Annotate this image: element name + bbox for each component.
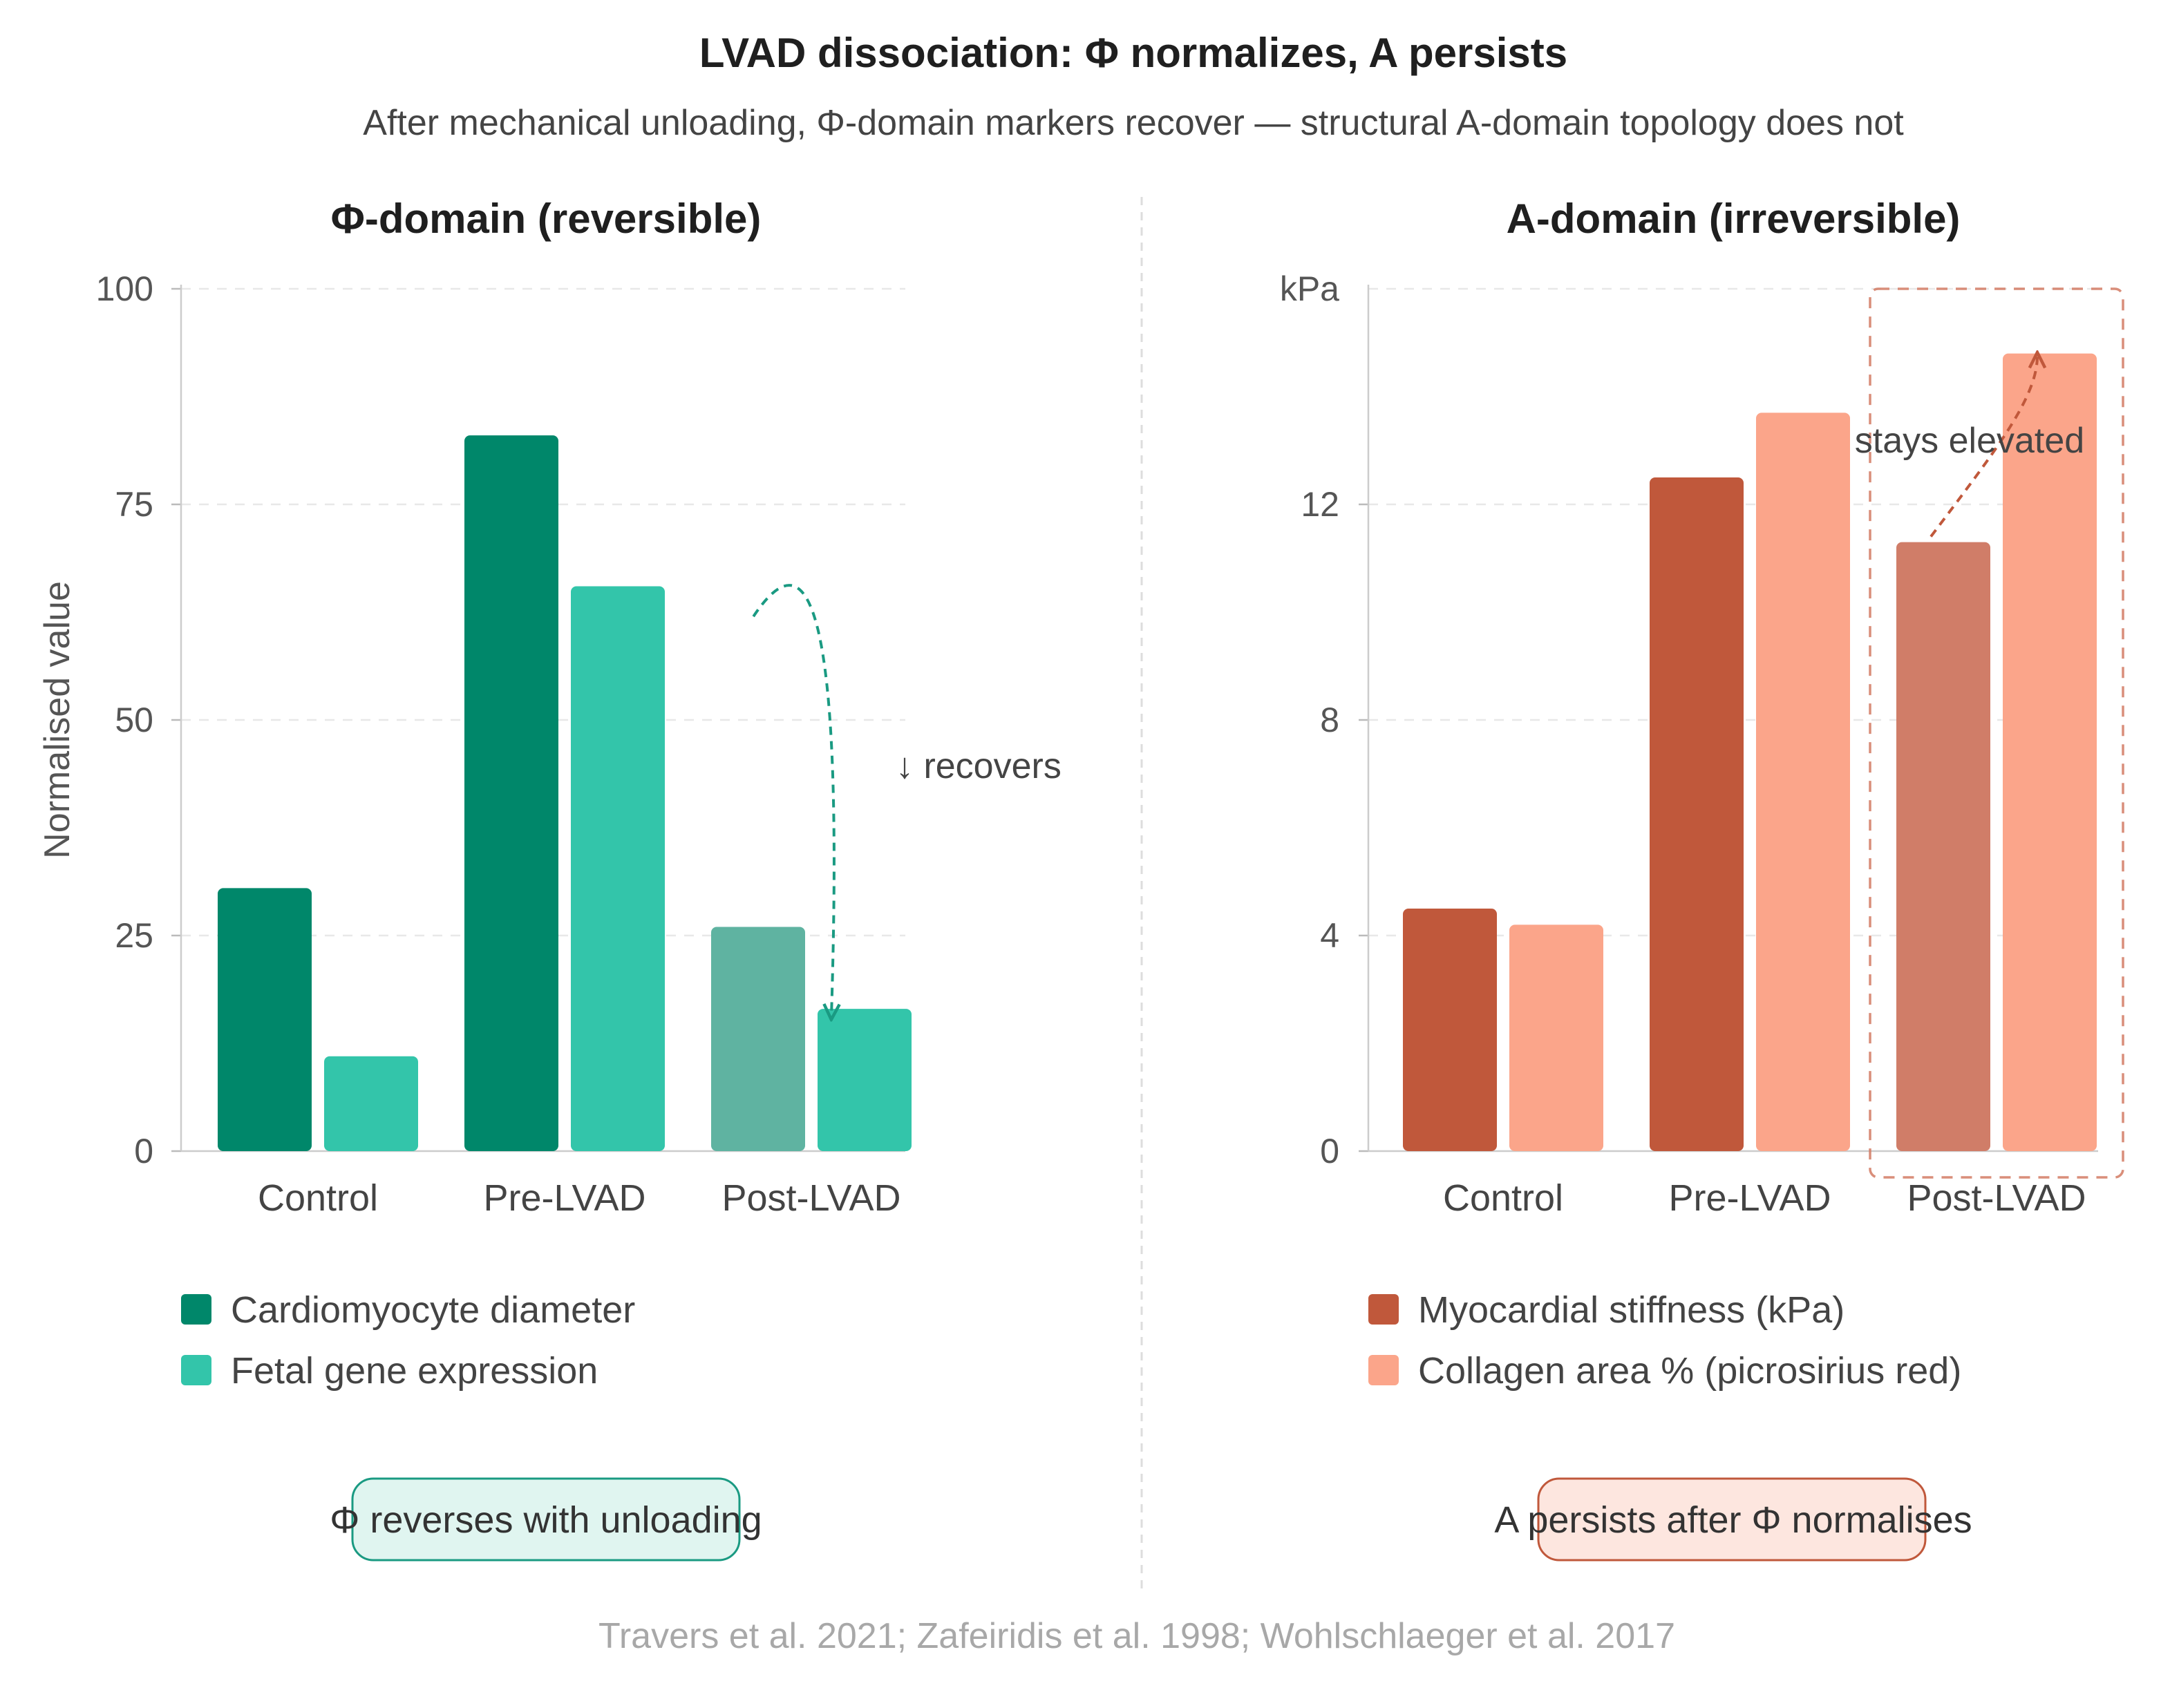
bar-cardiomyocyte-diameter-control — [218, 888, 312, 1151]
bar-fetal-gene-expression-control — [324, 1056, 418, 1151]
recovers-arrow — [752, 584, 834, 1016]
bar-myocardial-stiffness-kpa-control — [1403, 909, 1497, 1151]
legend-swatch-collagen-area-picrosirius-red — [1368, 1355, 1399, 1385]
phi-domain-panel: Φ-domain (reversible) 0 25 50 75 100 Normalise… — [37, 196, 1062, 1562]
stays-elevated-arrow — [1930, 357, 2037, 538]
source-citation: Travers et al. 2021; Zafeiridis et al. 1… — [598, 1616, 1675, 1656]
bar-cardiomyocyte-diameter-post-lvad — [711, 927, 805, 1151]
y-axis-label: Normalised value — [37, 581, 77, 859]
bar-collagen-area-picrosirius-red-control — [1509, 924, 1603, 1151]
callout-text: Φ reverses with unloading — [330, 1499, 762, 1541]
x-tick-label: Pre-LVAD — [483, 1177, 645, 1219]
callout-box — [351, 1477, 741, 1562]
y-tick-label: 100 — [96, 269, 153, 308]
y-tick-label: 12 — [1301, 485, 1339, 524]
bar-collagen-area-picrosirius-red-post-lvad — [2003, 353, 2097, 1152]
y-tick-label: 4 — [1320, 916, 1339, 955]
bar-myocardial-stiffness-kpa-pre-lvad — [1650, 477, 1744, 1151]
legend-swatch-fetal-gene-expression — [181, 1355, 211, 1385]
a-domain-panel: A-domain (irreversible) 0 4 8 12 kPa Control Pr… — [1280, 196, 2124, 1562]
bar-fetal-gene-expression-pre-lvad — [571, 586, 665, 1151]
y-unit-label: kPa — [1280, 269, 1339, 308]
legend-swatch-myocardial-stiffness-kpa — [1368, 1294, 1399, 1325]
legend-label-collagen-area-picrosirius-red: Collagen area % (picrosirius red) — [1418, 1350, 1961, 1392]
y-tick-label: 75 — [115, 485, 153, 524]
x-tick-label: Pre-LVAD — [1668, 1177, 1831, 1219]
legend-swatch-cardiomyocyte-diameter — [181, 1294, 211, 1325]
y-tick-label: 8 — [1320, 701, 1339, 739]
panel-title: A-domain (irreversible) — [1507, 196, 1961, 242]
y-tick-label: 0 — [134, 1132, 153, 1170]
callout-text: A persists after Φ normalises — [1494, 1499, 1972, 1541]
bar-collagen-area-picrosirius-red-pre-lvad — [1756, 412, 1850, 1151]
y-tick-label: 25 — [115, 916, 153, 955]
bar-cardiomyocyte-diameter-pre-lvad — [464, 435, 558, 1152]
bar-fetal-gene-expression-post-lvad — [818, 1009, 912, 1151]
callout-box — [1537, 1477, 1927, 1562]
x-tick-label: Control — [258, 1177, 378, 1219]
y-tick-label: 50 — [115, 701, 153, 739]
legend-label-fetal-gene-expression: Fetal gene expression — [231, 1350, 598, 1392]
x-tick-label: Control — [1443, 1177, 1563, 1219]
panel-title: Φ-domain (reversible) — [331, 196, 762, 242]
legend-label-myocardial-stiffness-kpa: Myocardial stiffness (kPa) — [1418, 1289, 1844, 1331]
x-tick-label: Post-LVAD — [721, 1177, 900, 1219]
figure-subtitle: After mechanical unloading, Φ-domain mar… — [363, 103, 1904, 143]
post-lvad-highlight-box — [1869, 287, 2124, 1179]
annotation-text: stays elevated — [1855, 421, 2084, 461]
y-tick-label: 0 — [1320, 1132, 1339, 1170]
bar-myocardial-stiffness-kpa-post-lvad — [1896, 542, 1990, 1151]
annotation-text: ↓ recovers — [896, 746, 1062, 786]
legend-label-cardiomyocyte-diameter: Cardiomyocyte diameter — [231, 1289, 635, 1331]
figure-title: LVAD dissociation: Φ normalizes, A persi… — [699, 30, 1567, 76]
x-tick-label: Post-LVAD — [1907, 1177, 2086, 1219]
